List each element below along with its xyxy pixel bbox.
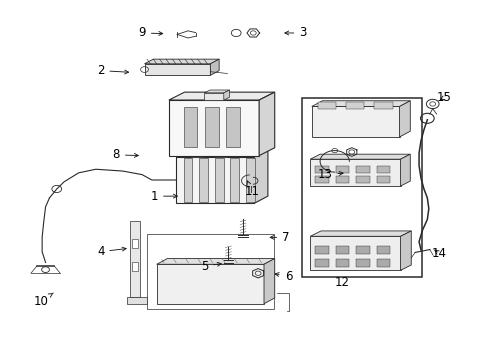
Text: 12: 12 — [334, 276, 349, 289]
Bar — [130, 221, 140, 297]
Bar — [335, 166, 348, 173]
Bar — [376, 166, 389, 173]
Text: 3: 3 — [285, 27, 306, 40]
Bar — [315, 176, 328, 183]
Bar — [373, 102, 392, 109]
Polygon shape — [144, 59, 219, 64]
Polygon shape — [310, 231, 410, 236]
Bar — [376, 176, 389, 183]
Polygon shape — [311, 107, 399, 137]
Polygon shape — [310, 159, 400, 186]
Polygon shape — [157, 264, 264, 304]
Polygon shape — [204, 93, 224, 100]
Polygon shape — [399, 101, 409, 137]
Bar — [376, 246, 389, 254]
Bar — [335, 259, 348, 267]
Text: 8: 8 — [112, 148, 138, 161]
Polygon shape — [190, 148, 207, 150]
Polygon shape — [224, 90, 229, 100]
Polygon shape — [400, 154, 409, 186]
Bar — [345, 102, 364, 109]
Text: 6: 6 — [274, 270, 291, 283]
Polygon shape — [254, 149, 267, 203]
Bar — [315, 259, 328, 267]
Bar — [183, 107, 197, 147]
Polygon shape — [227, 148, 232, 157]
Polygon shape — [144, 64, 210, 75]
Bar — [355, 176, 369, 183]
Bar — [355, 166, 369, 173]
Polygon shape — [311, 101, 409, 107]
Polygon shape — [210, 59, 219, 75]
Text: 2: 2 — [97, 64, 128, 77]
Polygon shape — [157, 258, 274, 264]
Polygon shape — [259, 92, 274, 156]
Text: 7: 7 — [270, 231, 289, 244]
Bar — [132, 262, 138, 271]
Polygon shape — [264, 258, 274, 304]
Text: 10: 10 — [33, 293, 53, 308]
Text: 13: 13 — [317, 168, 343, 181]
Polygon shape — [190, 150, 203, 157]
Bar — [199, 158, 207, 202]
Polygon shape — [310, 154, 409, 159]
Text: 5: 5 — [201, 260, 221, 273]
Bar — [205, 107, 219, 147]
Bar — [355, 246, 369, 254]
Bar — [335, 246, 348, 254]
Polygon shape — [215, 148, 232, 150]
Text: 11: 11 — [244, 181, 259, 198]
Polygon shape — [168, 100, 259, 156]
Text: 9: 9 — [138, 27, 163, 40]
Bar — [302, 98, 421, 277]
Bar — [376, 259, 389, 267]
Bar — [127, 297, 147, 304]
Bar — [226, 107, 240, 147]
Bar — [335, 176, 348, 183]
Polygon shape — [176, 149, 267, 157]
Bar — [315, 246, 328, 254]
Bar — [132, 239, 138, 248]
Bar — [317, 102, 335, 109]
Bar — [245, 158, 254, 202]
Bar — [183, 158, 192, 202]
Polygon shape — [204, 90, 229, 93]
Text: 4: 4 — [97, 245, 126, 258]
Polygon shape — [203, 148, 207, 157]
Text: 1: 1 — [150, 190, 177, 203]
Polygon shape — [400, 231, 410, 270]
Text: 15: 15 — [436, 91, 451, 104]
Polygon shape — [168, 92, 274, 100]
Text: 14: 14 — [431, 247, 446, 260]
Polygon shape — [176, 157, 254, 203]
Bar — [315, 166, 328, 173]
Bar — [214, 158, 223, 202]
Bar — [230, 158, 239, 202]
Polygon shape — [310, 236, 400, 270]
Bar — [355, 259, 369, 267]
Bar — [147, 234, 273, 309]
Polygon shape — [215, 150, 227, 157]
